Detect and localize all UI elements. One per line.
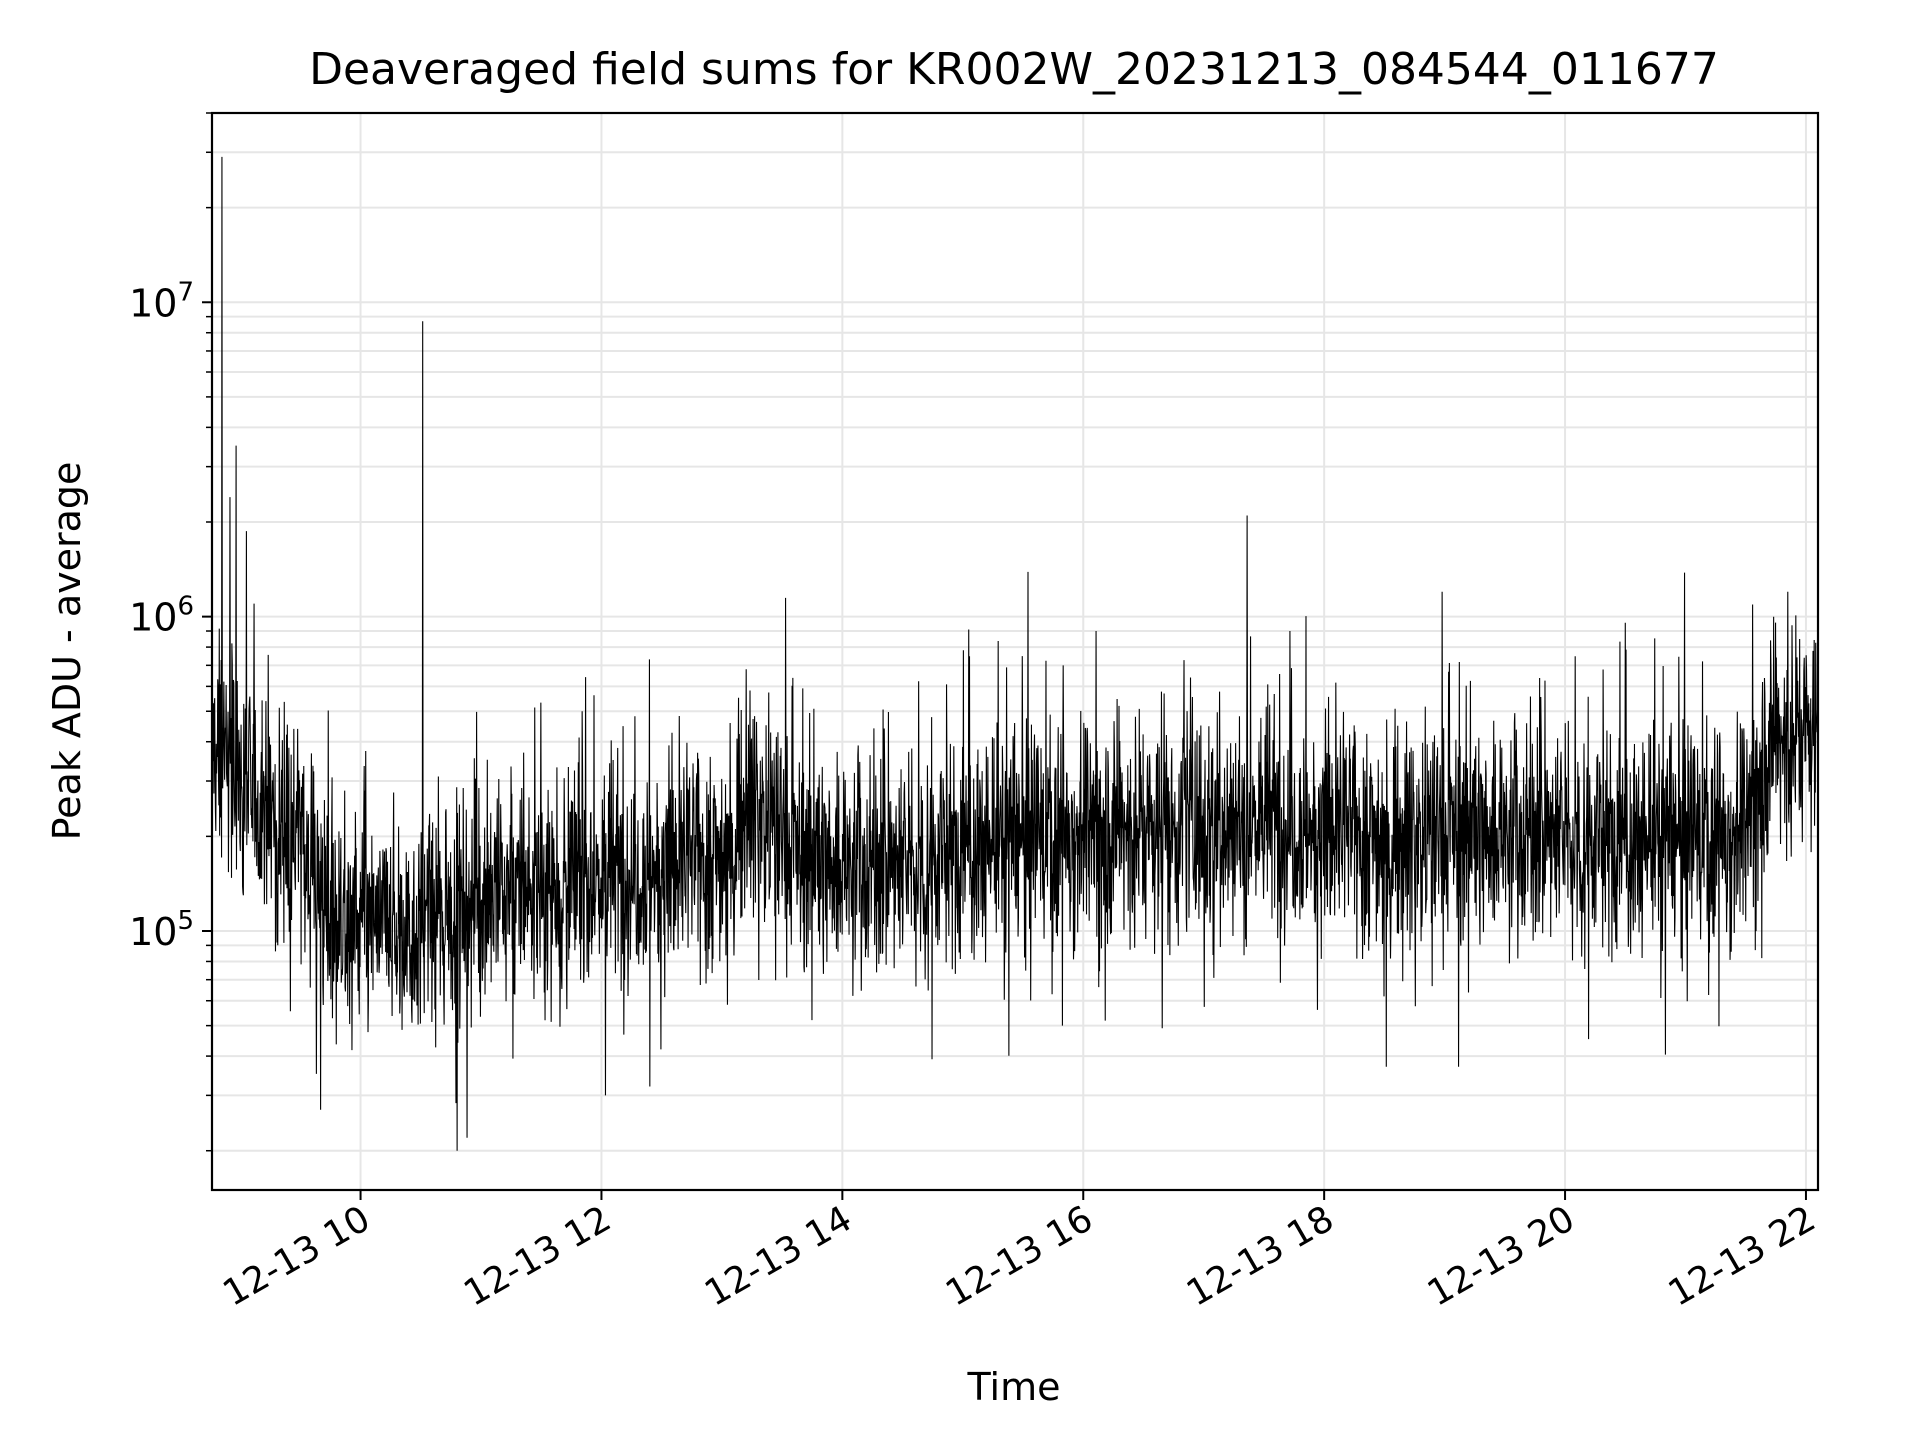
series-line [212,156,1818,1151]
y-tick-label: 107 [129,277,194,325]
x-axis-label: Time [967,1365,1061,1409]
y-tick-label: 106 [129,592,194,640]
y-axis: 105 106 107 [129,112,212,1152]
chart-title: Deaveraged field sums for KR002W_2023121… [309,44,1719,95]
y-tick-label: 105 [129,906,194,954]
plot-frame [210,111,1820,1192]
y-axis-label: Peak ADU - average [45,462,89,841]
